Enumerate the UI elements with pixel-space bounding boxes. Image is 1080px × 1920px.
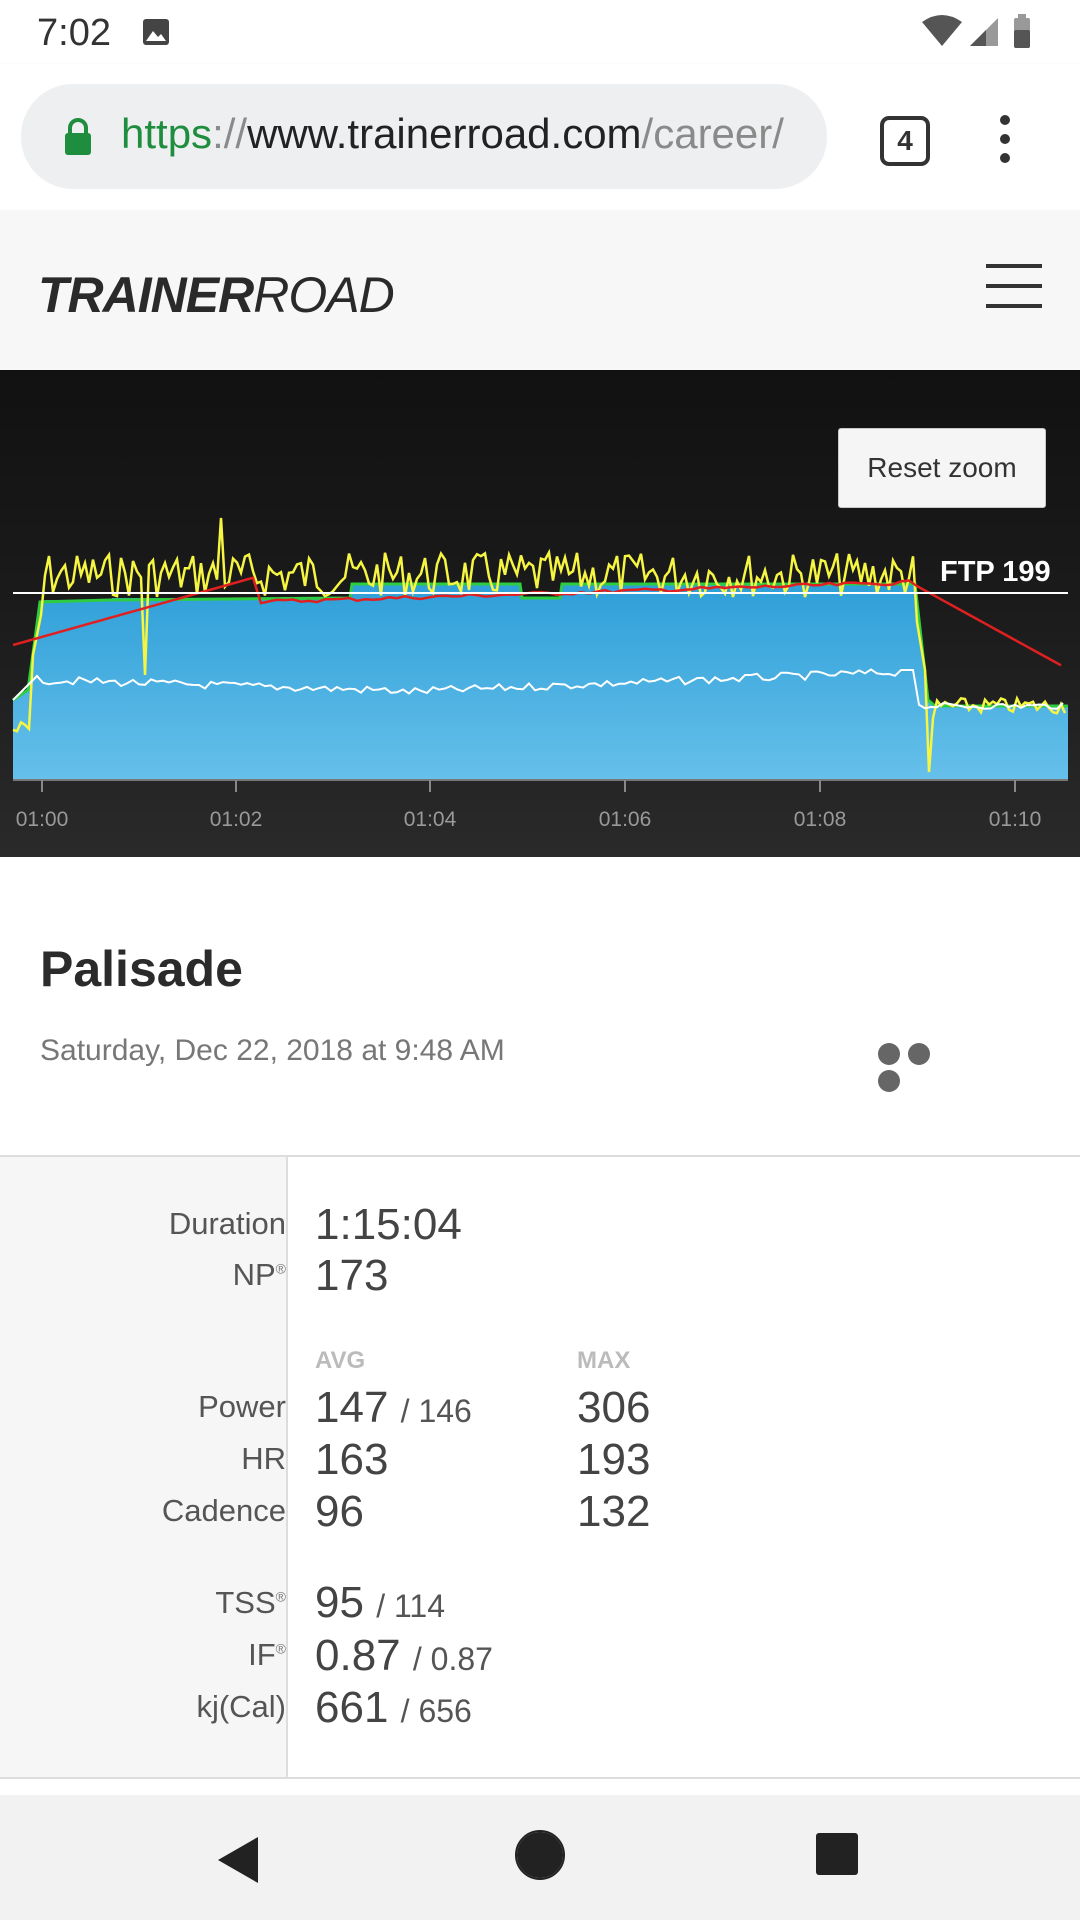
hr-max-value: 193 <box>577 1435 651 1484</box>
avg-column-header: AVG <box>315 1347 366 1374</box>
hr-label: HR <box>241 1441 286 1476</box>
np-value: 173 <box>315 1251 389 1300</box>
image-notification-icon <box>143 19 169 45</box>
x-tick-label: 01:02 <box>210 808 263 831</box>
status-bar: 7:02 <box>0 0 1080 64</box>
tss-value: 95 / 114 <box>315 1578 445 1627</box>
if-label: IF® <box>248 1637 286 1672</box>
cadence-label: Cadence <box>161 1493 286 1528</box>
power-avg-value: 147 / 146 <box>315 1383 472 1432</box>
power-label: Power <box>198 1389 286 1424</box>
duration-value: 1:15:04 <box>315 1200 462 1249</box>
back-icon[interactable] <box>216 1835 260 1885</box>
x-tick-label: 01:10 <box>989 808 1042 831</box>
browser-menu-icon[interactable] <box>995 114 1015 164</box>
hamburger-menu-icon[interactable] <box>986 264 1042 308</box>
more-options-icon[interactable] <box>878 1043 964 1092</box>
np-label: NP® <box>232 1257 286 1292</box>
x-tick-label: 01:00 <box>16 808 69 831</box>
workout-chart-svg: 01:00 01:02 01:04 01:06 01:08 01:10 <box>12 517 1068 831</box>
kj-label: kj(Cal) <box>196 1689 286 1724</box>
home-icon[interactable] <box>514 1829 566 1881</box>
trainerroad-logo[interactable]: TRAINERROAD <box>38 267 395 323</box>
power-max-value: 306 <box>577 1383 651 1432</box>
reset-zoom-button[interactable]: Reset zoom <box>838 428 1046 508</box>
site-header: TRAINERROAD <box>0 210 1080 370</box>
status-time: 7:02 <box>37 12 111 54</box>
recent-apps-icon[interactable] <box>816 1833 858 1875</box>
kj-value: 661 / 656 <box>315 1683 472 1732</box>
x-tick-label: 01:04 <box>404 808 457 831</box>
ftp-label: FTP 199 <box>940 556 1051 588</box>
address-bar[interactable]: https://www.trainerroad.com/career/ <box>21 84 827 189</box>
browser-toolbar: https://www.trainerroad.com/career/ 4 <box>0 64 1080 210</box>
cadence-series-line <box>12 668 1064 710</box>
x-tick-label: 01:08 <box>794 808 847 831</box>
lock-icon <box>65 118 91 155</box>
duration-label: Duration <box>168 1206 286 1241</box>
tab-switcher-button[interactable]: 4 <box>880 116 930 166</box>
hr-avg-value: 163 <box>315 1435 389 1484</box>
x-tick-label: 01:06 <box>599 808 652 831</box>
url-text[interactable]: https://www.trainerroad.com/career/ <box>121 110 784 157</box>
cadence-avg-value: 96 <box>315 1487 364 1536</box>
if-value: 0.87 / 0.87 <box>315 1631 493 1680</box>
workout-title: Palisade <box>40 941 243 997</box>
wifi-icon <box>922 15 962 46</box>
tss-label: TSS® <box>215 1585 286 1620</box>
workout-chart[interactable]: 01:00 01:02 01:04 01:06 01:08 01:10 Reset zoo… <box>0 370 1080 857</box>
max-column-header: MAX <box>577 1347 631 1374</box>
target-power-area <box>13 584 1068 780</box>
workout-stats: Duration 1:15:04 NP® 173 AVG MAX Power 1… <box>0 1155 1080 1779</box>
stats-label-column <box>0 1157 288 1777</box>
android-nav-bar <box>0 1795 1080 1920</box>
workout-date: Saturday, Dec 22, 2018 at 9:48 AM <box>40 1034 505 1067</box>
system-status-icons <box>922 14 1030 48</box>
cadence-max-value: 132 <box>577 1487 651 1536</box>
